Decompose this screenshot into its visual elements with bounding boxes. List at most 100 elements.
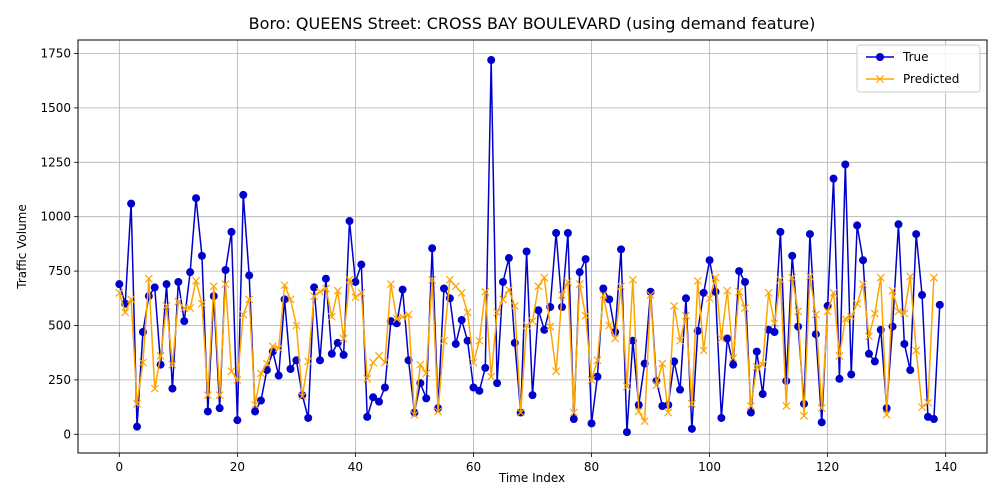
data-point [918, 291, 927, 300]
data-point [876, 273, 885, 282]
data-point [174, 297, 183, 306]
data-point [386, 280, 395, 289]
data-point [658, 401, 667, 410]
data-point [864, 349, 873, 358]
data-point [888, 286, 897, 295]
data-point [882, 410, 891, 419]
data-point [670, 301, 679, 310]
x-tick-label: 80 [584, 460, 599, 474]
data-point [717, 413, 726, 422]
data-point [333, 338, 342, 347]
data-point [729, 354, 738, 363]
axis-ticks: 0 20 40 60 80 100 120 140 0 250 500 750 1000 1250 1500… [40, 46, 957, 474]
data-point [339, 334, 348, 343]
data-point [292, 321, 301, 330]
data-point [646, 290, 655, 300]
data-point [357, 260, 366, 269]
data-point [634, 407, 643, 416]
data-point [138, 358, 147, 367]
data-point [256, 369, 266, 378]
data-point [581, 255, 590, 264]
x-tick-label: 100 [698, 460, 721, 474]
data-point [823, 307, 832, 316]
data-point [221, 266, 230, 275]
data-point [156, 351, 165, 360]
data-point [528, 317, 537, 326]
data-point [133, 399, 142, 408]
data-point [699, 288, 708, 297]
data-point [622, 428, 631, 437]
data-point [676, 385, 685, 394]
data-point [192, 194, 201, 203]
data-point [115, 280, 124, 289]
data-point [888, 322, 897, 331]
data-point [162, 301, 171, 310]
data-point [245, 295, 254, 304]
data-point [274, 371, 283, 380]
data-point [304, 357, 313, 366]
data-point [451, 339, 460, 348]
data-point [422, 394, 431, 403]
data-point [847, 312, 856, 321]
x-tick-label: 140 [934, 460, 957, 474]
data-point [522, 247, 531, 256]
data-point [587, 375, 596, 384]
data-point [286, 295, 295, 304]
data-point [640, 417, 649, 426]
data-point [357, 288, 366, 297]
data-point [681, 311, 690, 320]
data-point [481, 363, 490, 372]
data-point [327, 312, 336, 321]
x-tick-label: 0 [115, 460, 123, 474]
data-point [859, 280, 868, 289]
data-point [150, 384, 159, 393]
data-point [617, 245, 626, 254]
data-point [251, 400, 260, 409]
data-point [463, 336, 472, 345]
data-point [469, 358, 478, 367]
plot-series [115, 56, 944, 437]
data-point [853, 221, 862, 230]
data-point [144, 274, 153, 283]
data-point [298, 392, 307, 401]
data-point [428, 275, 437, 284]
data-point [558, 302, 567, 311]
data-point [552, 367, 561, 376]
y-tick-label: 500 [48, 318, 71, 332]
data-point [552, 229, 561, 238]
data-point [310, 292, 319, 301]
data-point [192, 276, 201, 285]
data-point [203, 407, 212, 416]
data-point [599, 290, 608, 300]
data-point [563, 277, 572, 286]
data-point [622, 382, 631, 391]
data-point [197, 299, 206, 308]
legend-marker [876, 53, 884, 61]
data-point [929, 273, 938, 282]
data-point [864, 332, 873, 341]
data-point [327, 349, 336, 358]
data-point [906, 366, 915, 375]
data-point [829, 288, 838, 297]
y-axis-label: Traffic Volume [15, 204, 29, 290]
data-point [245, 271, 254, 280]
data-point [770, 319, 779, 328]
data-point [540, 273, 549, 282]
data-point [575, 280, 584, 289]
data-point [723, 334, 732, 343]
data-point [900, 309, 909, 318]
data-point [457, 288, 466, 297]
y-tick-label: 1750 [40, 46, 71, 60]
data-point [321, 274, 330, 283]
data-point [504, 285, 513, 294]
data-point [428, 244, 437, 253]
data-point [811, 310, 820, 319]
data-point [935, 300, 944, 309]
data-point [127, 295, 136, 304]
data-point [693, 276, 702, 285]
data-point [522, 321, 531, 330]
data-point [563, 229, 572, 238]
data-point [392, 314, 401, 323]
data-point [740, 277, 749, 286]
legend-marker [875, 74, 885, 84]
